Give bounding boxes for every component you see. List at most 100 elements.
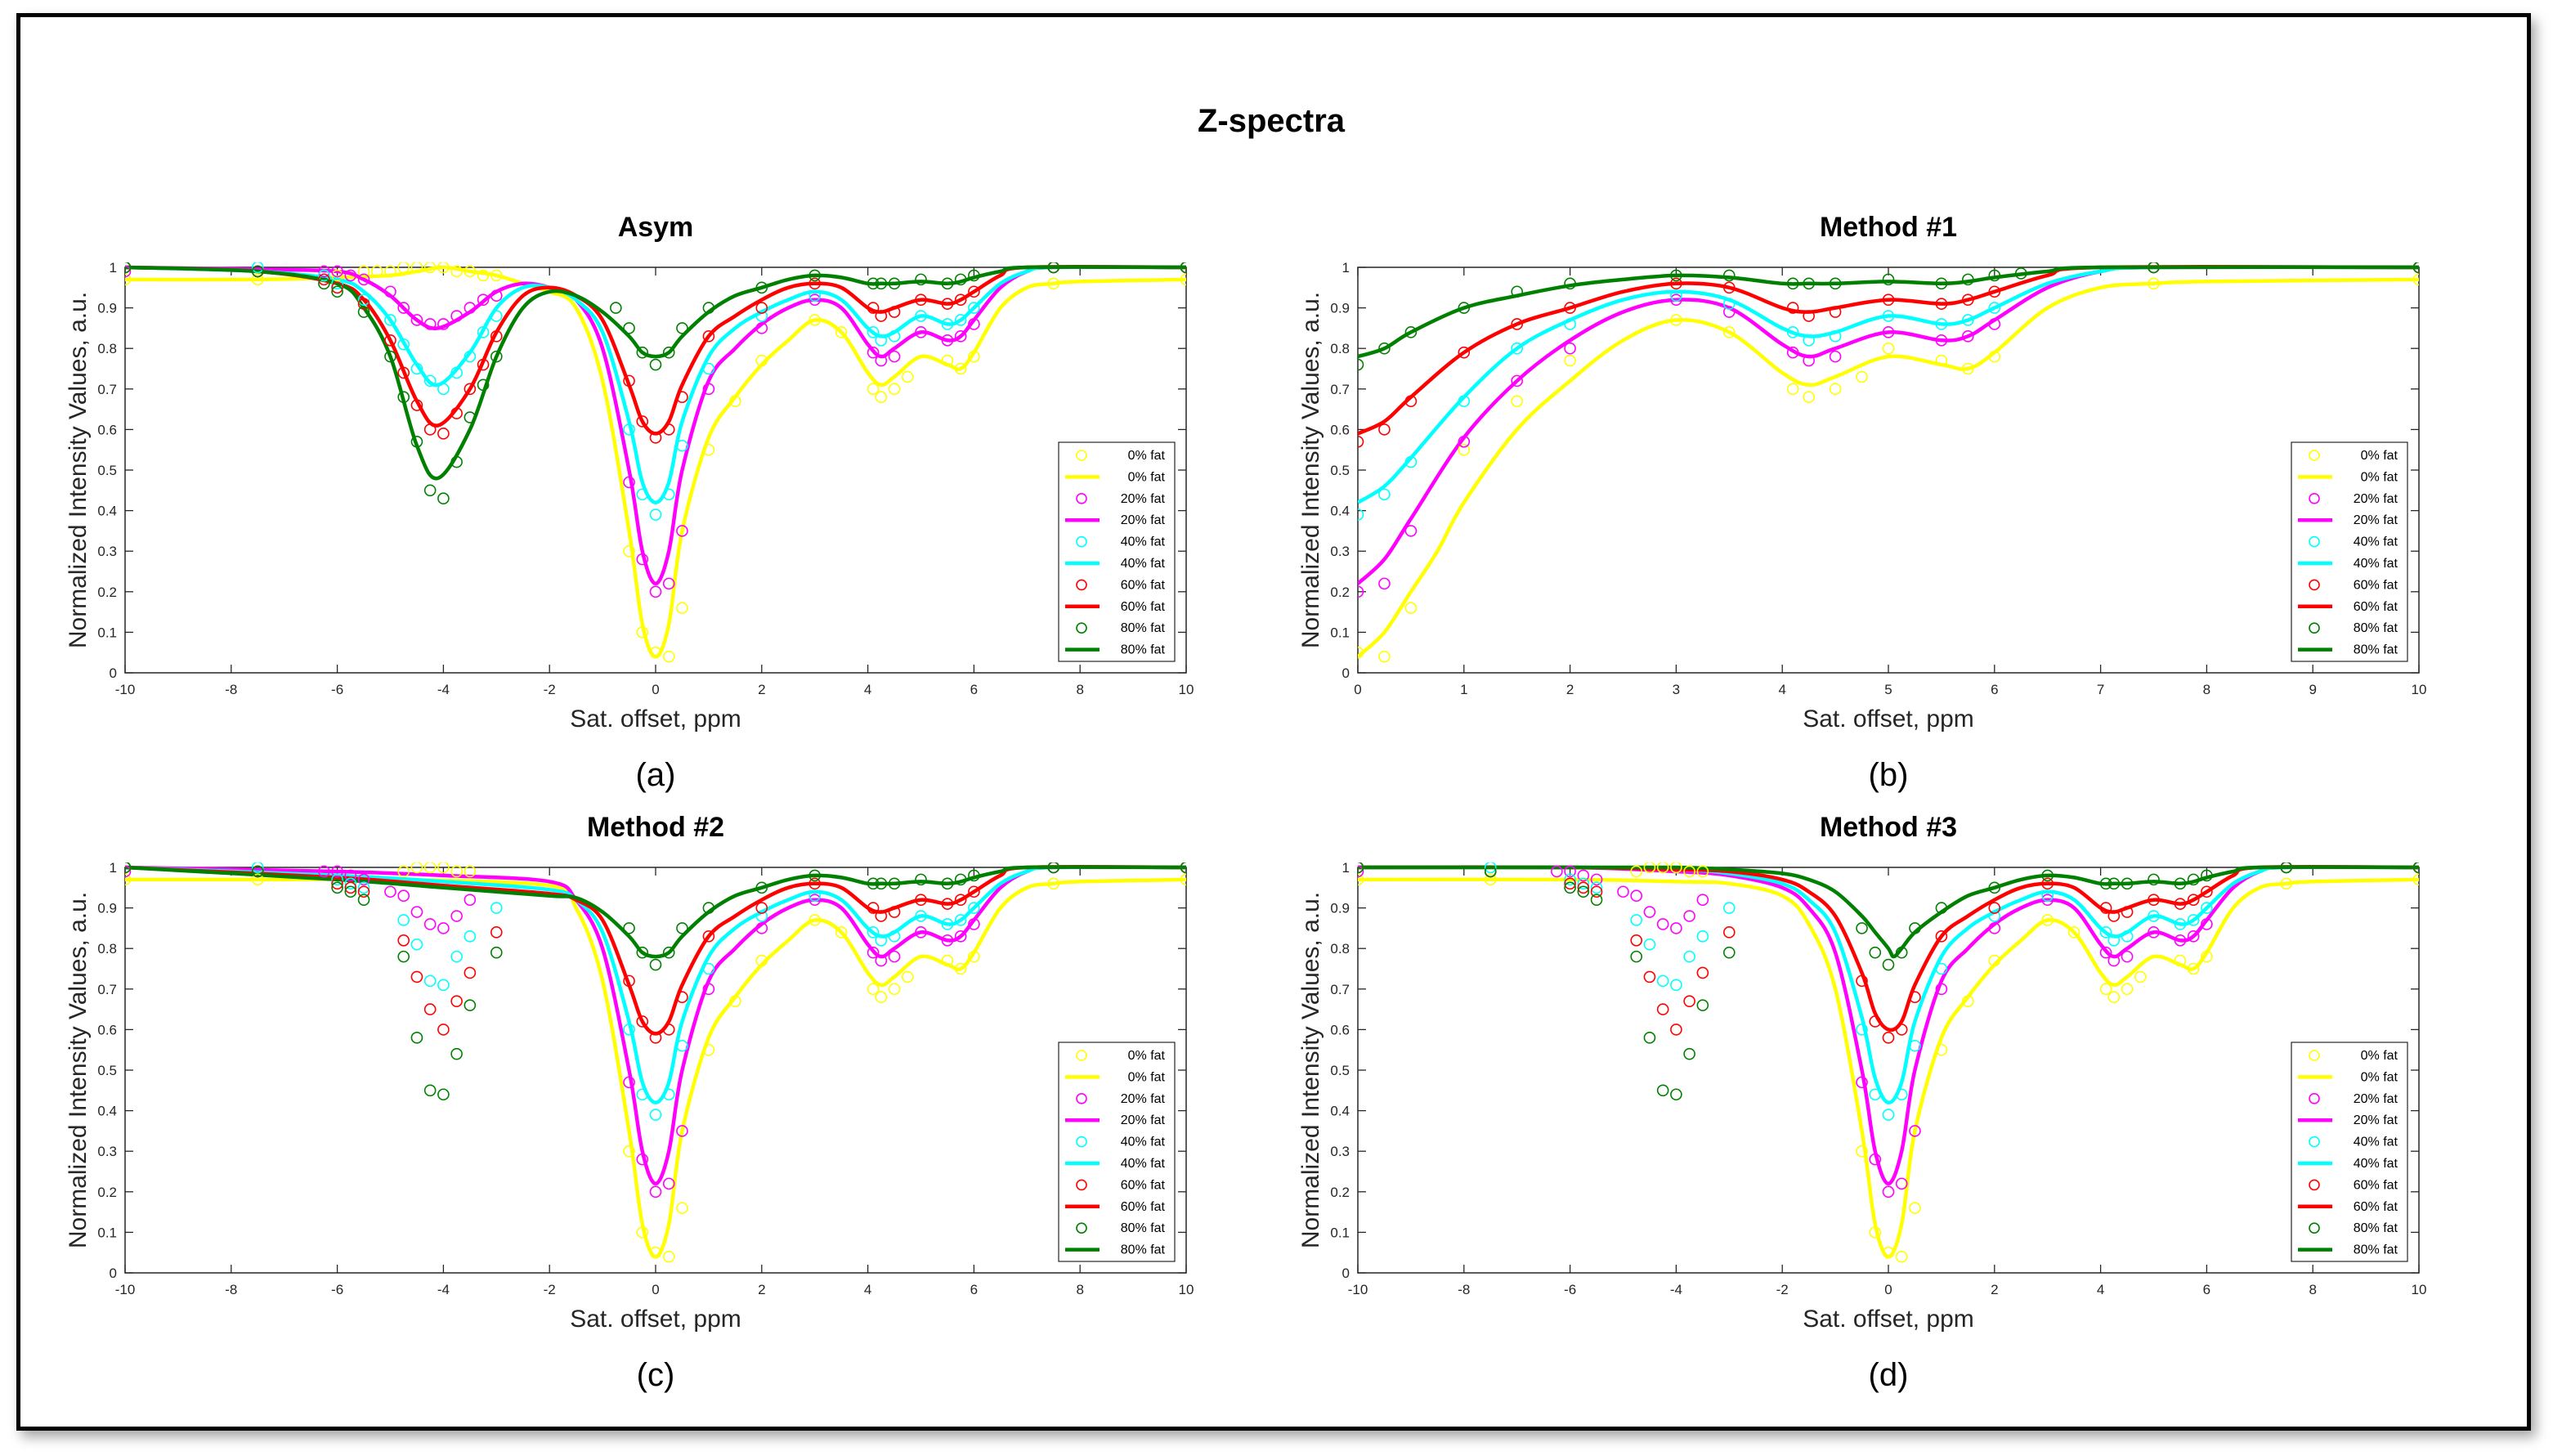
x-tick-label: 4 xyxy=(1778,682,1785,697)
data-point xyxy=(702,330,715,343)
panel-caption: (d) xyxy=(1869,1357,1909,1393)
data-point xyxy=(2174,898,2187,910)
data-point xyxy=(808,314,822,326)
legend-marker xyxy=(1076,1136,1087,1148)
series-line xyxy=(125,865,1186,959)
legend-marker xyxy=(1076,450,1087,461)
panel-title: Asym xyxy=(618,212,694,243)
data-point xyxy=(636,488,649,501)
legend-marker xyxy=(1076,1222,1087,1234)
legend-label: 20% fat xyxy=(2354,492,2398,506)
data-point xyxy=(662,423,675,436)
data-point xyxy=(490,926,503,939)
data-point xyxy=(318,273,330,286)
data-point xyxy=(331,277,343,290)
data-point xyxy=(875,354,888,367)
legend-label: 20% fat xyxy=(1121,1113,1166,1127)
data-point xyxy=(1670,293,1682,306)
x-tick-label: -4 xyxy=(437,682,450,697)
data-point xyxy=(1630,950,1643,963)
data-point xyxy=(1643,1032,1656,1044)
series-line xyxy=(125,877,1186,1259)
data-point xyxy=(1882,310,1895,322)
data-point xyxy=(1869,1226,1882,1239)
legend-label: 20% fat xyxy=(1121,492,1166,506)
data-point xyxy=(676,1039,688,1052)
y-tick-label: 0.3 xyxy=(97,1144,117,1159)
series-line xyxy=(1358,277,2419,658)
data-point xyxy=(1935,354,1948,367)
data-point xyxy=(1458,302,1471,314)
x-tick-label: -8 xyxy=(1458,1282,1470,1297)
data-point xyxy=(2121,877,2134,890)
panel-caption: (a) xyxy=(636,757,676,793)
legend-marker xyxy=(2309,1179,2320,1191)
data-point xyxy=(1590,885,1603,898)
data-point xyxy=(915,894,927,906)
data-point xyxy=(1458,443,1471,456)
data-point xyxy=(1882,273,1895,286)
data-point xyxy=(968,902,980,914)
data-point xyxy=(423,484,437,497)
data-point xyxy=(2174,877,2187,890)
data-point xyxy=(649,432,662,444)
data-point xyxy=(676,322,688,334)
data-point xyxy=(2041,869,2054,882)
data-point xyxy=(1962,362,1974,375)
data-point xyxy=(1803,354,1815,367)
data-point xyxy=(702,362,715,375)
data-point xyxy=(755,281,768,294)
data-point xyxy=(490,289,503,302)
y-tick-label: 0.1 xyxy=(97,625,117,640)
data-point xyxy=(2280,862,2293,874)
legend-label: 60% fat xyxy=(2354,600,2398,614)
data-point xyxy=(662,346,675,359)
data-point xyxy=(968,302,980,314)
data-point xyxy=(397,934,410,947)
data-point xyxy=(2412,873,2419,886)
data-point xyxy=(1404,326,1418,338)
data-point xyxy=(331,281,343,294)
data-point xyxy=(1358,585,1364,598)
data-point xyxy=(875,277,888,290)
data-point xyxy=(1484,862,1497,874)
panel-title: Method #2 xyxy=(587,812,724,843)
data-point xyxy=(331,877,343,890)
data-point xyxy=(1656,918,1669,930)
data-point xyxy=(941,334,954,347)
data-point xyxy=(1962,293,1974,306)
data-point xyxy=(941,877,954,890)
data-point xyxy=(1856,1076,1868,1089)
data-point xyxy=(357,265,370,278)
data-point xyxy=(1511,318,1523,330)
data-point xyxy=(954,894,967,906)
x-tick-label: -6 xyxy=(331,1282,343,1297)
data-point xyxy=(1564,302,1576,314)
data-point xyxy=(2148,910,2160,922)
data-point xyxy=(1047,262,1060,274)
data-point xyxy=(1511,395,1523,407)
figure-canvas: Z-spectra Asym-10 -8 -6 -4 -2 0 2 4 6 8 1000.10.20… xyxy=(65,103,2426,1393)
y-tick-label: 0 xyxy=(110,1266,117,1281)
y-tick-label: 0.7 xyxy=(1330,382,1350,397)
data-point xyxy=(875,334,888,347)
data-point xyxy=(1564,277,1576,290)
series-line xyxy=(125,864,1186,1036)
data-point xyxy=(867,946,880,959)
data-point xyxy=(954,362,967,375)
data-point xyxy=(477,293,490,306)
y-axis-label: Normalized Intensity Values, a.u. xyxy=(65,292,92,648)
data-point xyxy=(1803,391,1815,404)
data-point xyxy=(835,926,848,939)
x-tick-label: 0 xyxy=(652,1282,659,1297)
data-point xyxy=(357,881,370,894)
data-point xyxy=(1723,281,1736,294)
data-point xyxy=(384,334,396,347)
legend-label: 60% fat xyxy=(2354,578,2398,592)
y-tick-label: 0.1 xyxy=(1330,1225,1350,1240)
data-point xyxy=(1643,862,1656,874)
legend: 0% fat 0% fat 20% fat 20% fat 40% fat 40% fat… xyxy=(2291,441,2408,662)
x-tick-label: 0 xyxy=(1354,682,1361,697)
data-point xyxy=(318,865,330,878)
data-point xyxy=(370,265,383,278)
